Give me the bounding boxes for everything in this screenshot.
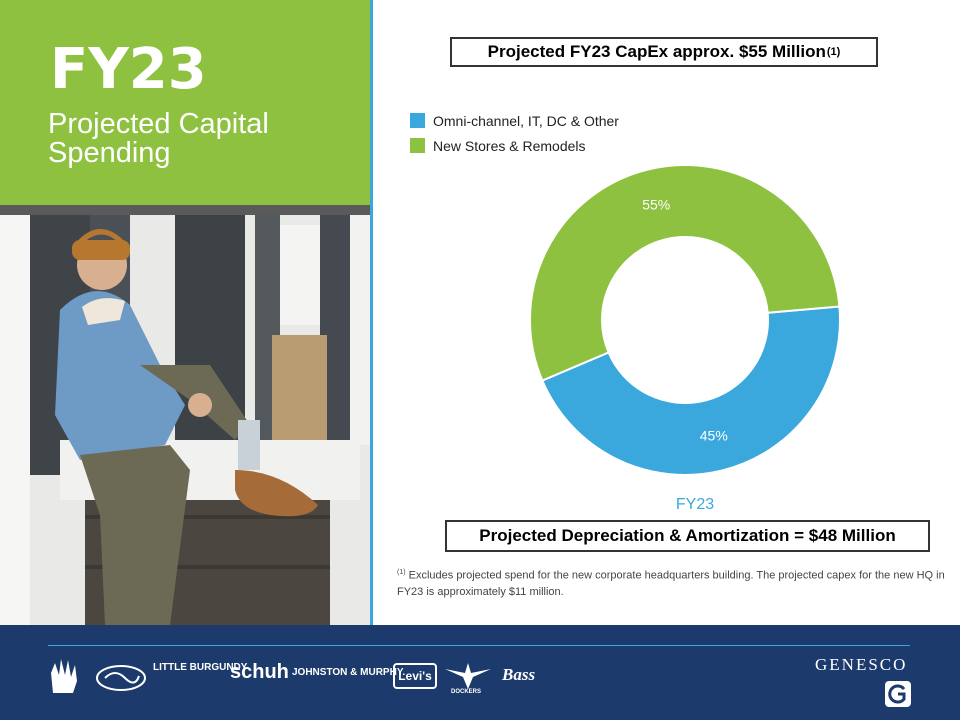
legend-label: New Stores & Remodels [433,137,586,154]
dockers-logo-icon [445,663,491,689]
title-panel: FY23 Projected Capital Spending [0,0,370,205]
legend-swatch-green [410,138,425,153]
footnote: (1) Excludes projected spend for the new… [397,568,952,601]
chart-legend: Omni-channel, IT, DC & Other New Stores … [410,108,619,158]
capex-title-box: Projected FY23 CapEx approx. $55 Million… [450,37,878,67]
brand-little-burgundy: LITTLE BURGUNDY [153,662,248,673]
journeys-kidz-logo-icon [96,665,146,691]
brand-bass: Bass [502,665,536,684]
brand-johnston-murphy: JOHNSTON & MURPHY. [292,667,406,678]
legend-swatch-blue [410,113,425,128]
panel-subtitle: Projected Capital Spending [48,108,269,169]
footnote-marker: (1) [397,569,406,576]
depreciation-text: Projected Depreciation & Amortization = … [479,526,896,545]
brand-schuh: schuh [230,661,289,683]
depreciation-box: Projected Depreciation & Amortization = … [445,520,930,552]
footer-bar: LITTLE BURGUNDY schuh JOHNSTON & MURPHY.… [0,625,960,720]
legend-label: Omni-channel, IT, DC & Other [433,112,619,129]
legend-item-omni: Omni-channel, IT, DC & Other [410,108,619,133]
left-panel: FY23 Projected Capital Spending [0,0,370,625]
donut-slice-omni [541,305,841,476]
footnote-ref: (1) [826,46,841,58]
divider-strip [0,205,370,215]
donut-label-stores: 55% [642,197,670,213]
footnote-text: Excludes projected spend for the new cor… [397,569,945,598]
vertical-divider [370,0,373,625]
journeys-logo-icon [51,659,77,693]
brand-dockers: DOCKERS [451,689,482,695]
genesco-g-icon [885,681,911,707]
brand-levis: Levi's [393,663,437,689]
legend-item-stores: New Stores & Remodels [410,133,619,158]
genesco-wordmark: GENESCO [815,655,908,674]
capex-title: Projected FY23 CapEx approx. $55 Million [487,42,826,61]
donut-slice-stores [530,164,841,382]
capex-donut-chart: 45% 55% [530,164,841,476]
chart-caption: FY23 [675,496,715,513]
fy-title: FY23 [50,37,207,102]
footer-rule [48,645,910,646]
donut-label-omni: 45% [700,427,728,443]
lifestyle-photo [0,215,370,625]
